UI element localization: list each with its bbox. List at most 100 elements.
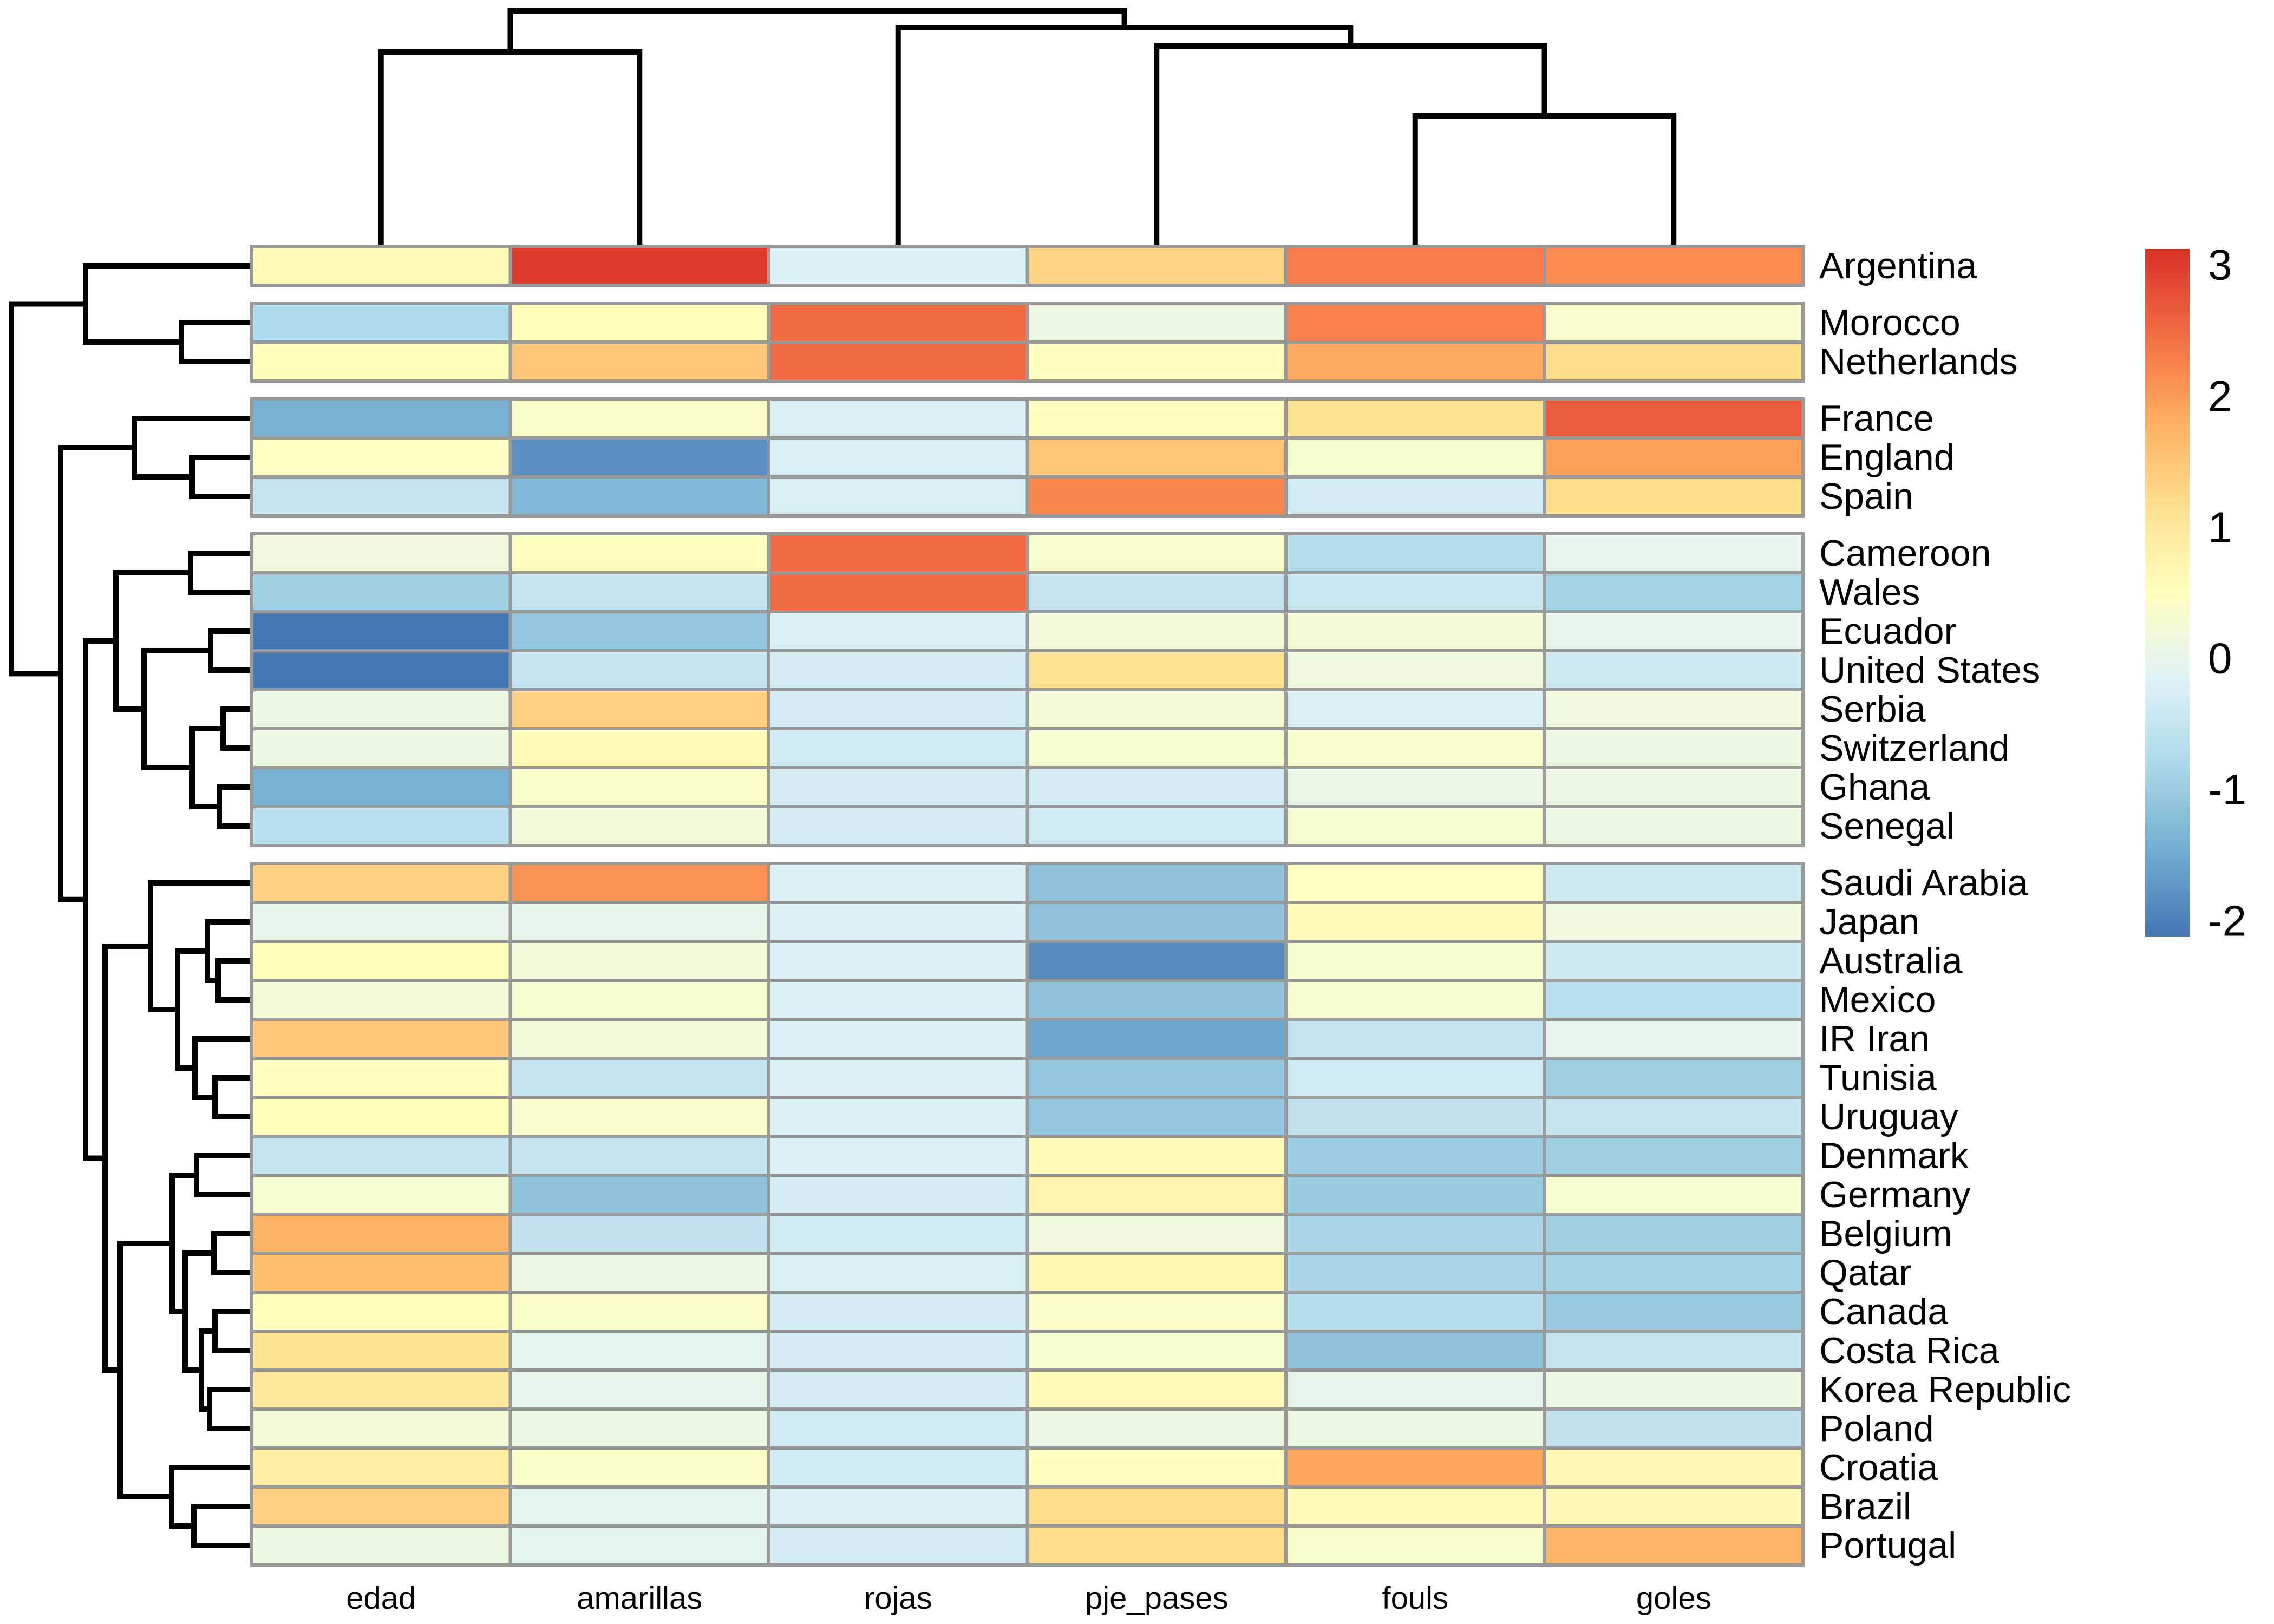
- heatmap-cell: [1284, 1096, 1546, 1138]
- heatmap-cell: [1025, 1057, 1288, 1099]
- heatmap-cell: [1543, 532, 1805, 574]
- heatmap-cell: [1025, 862, 1288, 904]
- row-label: Serbia: [1819, 689, 1926, 730]
- heatmap-cell: [250, 901, 512, 943]
- heatmap-cell: [508, 862, 770, 904]
- heatmap-cell: [508, 532, 770, 574]
- row-label: England: [1819, 437, 1955, 478]
- row-label: Qatar: [1819, 1252, 1911, 1293]
- heatmap-cell: [767, 610, 1029, 652]
- column-label: edad: [346, 1581, 416, 1616]
- heatmap-cell: [1543, 1252, 1805, 1294]
- row-label: Argentina: [1819, 245, 1977, 286]
- heatmap-cell: [1543, 302, 1805, 344]
- column-dendrogram-lines: [378, 8, 1677, 249]
- heatmap-cell: [250, 1174, 512, 1216]
- heatmap-cell: [767, 340, 1029, 383]
- row-label: Saudi Arabia: [1819, 862, 2028, 903]
- heatmap-cell: [1543, 1524, 1805, 1567]
- heatmap-cell: [1543, 862, 1805, 904]
- heatmap-cell: [1543, 340, 1805, 383]
- heatmap-cell: [1284, 1368, 1546, 1411]
- heatmap-cell: [767, 766, 1029, 808]
- heatmap-cell: [250, 436, 512, 479]
- column-label: goles: [1636, 1581, 1711, 1616]
- heatmap-cell: [1543, 1485, 1805, 1528]
- row-label: Senegal: [1819, 806, 1955, 847]
- heatmap-cell: [1284, 436, 1546, 479]
- heatmap-cell: [767, 649, 1029, 691]
- heatmap-cell: [767, 1368, 1029, 1411]
- heatmap-cell: [508, 649, 770, 691]
- row-label: Ecuador: [1819, 611, 1956, 652]
- heatmap-cell: [1543, 1330, 1805, 1372]
- heatmap-cell: [1543, 1407, 1805, 1450]
- heatmap-cell: [1543, 245, 1805, 287]
- row-label: Belgium: [1819, 1213, 1952, 1254]
- heatmap-cell: [1543, 727, 1805, 769]
- heatmap-cell: [767, 901, 1029, 943]
- heatmap-cell: [250, 571, 512, 613]
- row-label: Uruguay: [1819, 1096, 1958, 1137]
- column-labels: edad amarillas rojas pje_pases fouls goles: [346, 1581, 1711, 1616]
- heatmap-cell: [1025, 436, 1288, 479]
- heatmap-cell: [767, 1057, 1029, 1099]
- heatmap-cell: [508, 1368, 770, 1411]
- heatmap-cell: [1025, 1524, 1288, 1567]
- heatmap-cell: [1025, 1407, 1288, 1450]
- row-label: Brazil: [1819, 1486, 1911, 1527]
- heatmap-cell: [1284, 1057, 1546, 1099]
- heatmap-cell: [1284, 979, 1546, 1021]
- heatmap-cell: [508, 805, 770, 847]
- heatmap-cell: [1025, 1291, 1288, 1333]
- heatmap-cell: [1025, 727, 1288, 769]
- row-label: Mexico: [1819, 979, 1936, 1020]
- row-label: Australia: [1819, 940, 1963, 981]
- heatmap-cell: [1025, 532, 1288, 574]
- heatmap-cell: [1284, 940, 1546, 982]
- row-label: Portugal: [1819, 1525, 1956, 1566]
- row-label: Canada: [1819, 1291, 1948, 1332]
- heatmap-cell: [250, 649, 512, 691]
- heatmap-cell: [1543, 805, 1805, 847]
- row-label: Wales: [1819, 572, 1920, 613]
- row-label: Spain: [1819, 476, 1913, 517]
- heatmap-cell: [1543, 901, 1805, 943]
- heatmap-cell: [767, 571, 1029, 613]
- heatmap-cell: [1284, 901, 1546, 943]
- colorbar-tick-label: 2: [2208, 372, 2232, 420]
- row-label: France: [1819, 398, 1934, 439]
- heatmap-cell: [1284, 245, 1546, 287]
- heatmap-cell: [1284, 1291, 1546, 1333]
- row-label: Ghana: [1819, 767, 1930, 808]
- heatmap-cell: [767, 245, 1029, 287]
- column-dendrogram: [378, 8, 1677, 249]
- heatmap-cell: [508, 766, 770, 808]
- heatmap-cell: [767, 1330, 1029, 1372]
- heatmap-cell: [250, 1057, 512, 1099]
- heatmap-cell: [250, 862, 512, 904]
- heatmap-cell: [1025, 1096, 1288, 1138]
- heatmap-cell: [1025, 1018, 1288, 1060]
- heatmap-cell: [1284, 1330, 1546, 1372]
- heatmap-cell: [1543, 571, 1805, 613]
- heatmap-cell: [767, 532, 1029, 574]
- heatmap-cell: [767, 302, 1029, 344]
- heatmap-cell: [508, 1524, 770, 1567]
- heatmap-cell: [1543, 649, 1805, 691]
- heatmap-cell: [1543, 1096, 1805, 1138]
- colorbar-legend: 3 2 1 0 -1 -2: [2145, 241, 2246, 945]
- heatmap-cell: [1543, 1057, 1805, 1099]
- heatmap-cell: [250, 1524, 512, 1567]
- heatmap-cell: [1025, 649, 1288, 691]
- heatmap-cell: [1284, 727, 1546, 769]
- heatmap-cell: [767, 1446, 1029, 1489]
- heatmap-cell: [767, 862, 1029, 904]
- heatmap-grid: [250, 245, 1805, 1567]
- heatmap-cell: [250, 475, 512, 518]
- heatmap-cell: [767, 1485, 1029, 1528]
- heatmap-cell: [508, 571, 770, 613]
- heatmap-cell: [508, 1330, 770, 1372]
